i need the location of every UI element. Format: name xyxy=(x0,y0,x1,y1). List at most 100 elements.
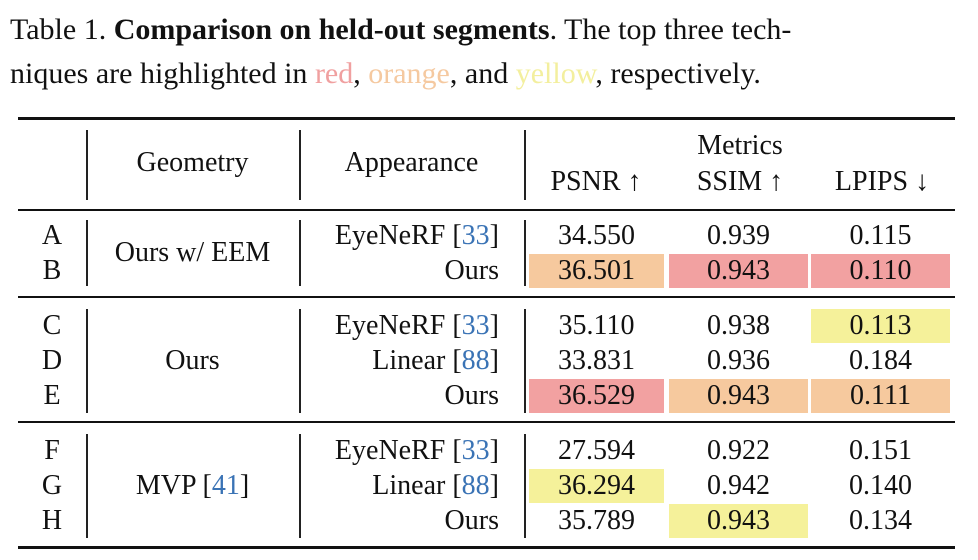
row-id: G xyxy=(41,470,63,501)
row-id: H xyxy=(41,505,63,536)
row-ssim: 0.938 xyxy=(707,310,770,341)
caption-and: , and xyxy=(449,57,516,90)
group1-vrule-1 xyxy=(86,220,88,286)
appearance-text: Ours xyxy=(444,505,499,536)
appearance-text: Linear [ xyxy=(372,470,462,501)
caption-line2-start: niques are highlighted in xyxy=(10,57,315,90)
caption-orange-word: orange xyxy=(368,57,450,90)
row-psnr: 34.550 xyxy=(558,220,635,251)
row-appearance: EyeNeRF [33] xyxy=(299,309,499,343)
group1-vrule-3 xyxy=(524,220,526,286)
table-bottom-rule xyxy=(18,546,955,549)
header-lpips: LPIPS ↓ xyxy=(834,166,930,197)
row-ssim: 0.939 xyxy=(707,220,770,251)
appearance-ref: 33 xyxy=(461,310,490,341)
appearance-text: EyeNeRF [ xyxy=(334,435,462,466)
appearance-close: ] xyxy=(489,310,499,341)
row-psnr: 27.594 xyxy=(558,435,635,466)
row-lpips: 0.111 xyxy=(850,380,911,411)
row-lpips: 0.134 xyxy=(849,505,912,536)
group-geometry-3: MVP [41] xyxy=(86,469,299,503)
highlight-psnr-b xyxy=(529,254,664,288)
group-geometry-2: Ours xyxy=(165,345,220,376)
appearance-ref: 33 xyxy=(461,435,490,466)
group3-vrule-3 xyxy=(524,434,526,538)
row-ssim: 0.936 xyxy=(707,345,770,376)
group-geometry-3-close: ] xyxy=(239,470,250,501)
group2-vrule-1 xyxy=(86,309,88,413)
row-ssim: 0.943 xyxy=(707,380,770,411)
appearance-ref: 88 xyxy=(461,470,490,501)
header-appearance: Appearance xyxy=(344,147,479,178)
appearance-text: Ours xyxy=(444,255,499,286)
row-id: D xyxy=(41,345,63,376)
row-ssim: 0.942 xyxy=(707,470,770,501)
appearance-close: ] xyxy=(489,345,499,376)
highlight-ssim-h xyxy=(669,504,808,538)
caption-comma: , xyxy=(353,57,369,90)
header-metrics: Metrics xyxy=(697,130,783,161)
highlight-psnr-e xyxy=(529,379,664,413)
group-geometry-1: Ours w/ EEM xyxy=(114,237,271,268)
row-appearance: Linear [88] xyxy=(299,344,499,378)
row-psnr: 35.110 xyxy=(558,310,635,341)
highlight-lpips-b xyxy=(811,254,950,288)
group-rule-2 xyxy=(18,421,955,423)
header-vrule-3 xyxy=(524,130,526,200)
table-top-rule xyxy=(18,117,955,120)
row-id: F xyxy=(44,435,60,466)
row-id: E xyxy=(43,380,61,411)
caption-yellow-word: yellow xyxy=(515,57,596,90)
appearance-text: Linear [ xyxy=(372,345,462,376)
group2-vrule-3 xyxy=(524,309,526,413)
row-appearance: Ours xyxy=(299,254,499,288)
highlight-ssim-e xyxy=(669,379,808,413)
highlight-lpips-e xyxy=(811,379,950,413)
row-id: C xyxy=(42,310,62,341)
group-geometry-3-text: MVP [ xyxy=(135,470,212,501)
appearance-text: EyeNeRF [ xyxy=(334,220,462,251)
row-appearance: Ours xyxy=(299,504,499,538)
row-psnr: 36.501 xyxy=(558,255,635,286)
highlight-ssim-b xyxy=(669,254,808,288)
row-id: A xyxy=(41,220,63,251)
group-geometry-3-ref: 41 xyxy=(211,470,240,501)
row-appearance: EyeNeRF [33] xyxy=(299,219,499,253)
appearance-text: EyeNeRF [ xyxy=(334,310,462,341)
caption-prefix: Table 1. xyxy=(10,13,107,46)
row-lpips: 0.115 xyxy=(849,220,912,251)
row-ssim: 0.943 xyxy=(707,255,770,286)
group3-vrule-2 xyxy=(299,434,301,538)
appearance-close: ] xyxy=(489,470,499,501)
row-ssim: 0.943 xyxy=(707,505,770,536)
row-lpips: 0.140 xyxy=(849,470,912,501)
group1-vrule-2 xyxy=(299,220,301,286)
caption-line1-rest: . The top three tech- xyxy=(549,13,792,46)
row-psnr: 36.529 xyxy=(558,380,635,411)
row-lpips: 0.184 xyxy=(849,345,912,376)
row-ssim: 0.922 xyxy=(707,435,770,466)
appearance-ref: 33 xyxy=(461,220,490,251)
row-appearance: Linear [88] xyxy=(299,469,499,503)
appearance-close: ] xyxy=(489,435,499,466)
group2-vrule-2 xyxy=(299,309,301,413)
table-caption: Table 1. Comparison on held-out segments… xyxy=(10,8,960,96)
highlight-lpips-c xyxy=(811,309,950,343)
row-appearance: EyeNeRF [33] xyxy=(299,434,499,468)
row-lpips: 0.113 xyxy=(849,310,912,341)
highlight-psnr-g xyxy=(529,469,664,503)
row-id: B xyxy=(42,255,62,286)
caption-end: , respectively. xyxy=(595,57,761,90)
header-geometry: Geometry xyxy=(136,147,249,178)
header-ssim: SSIM ↑ xyxy=(696,166,784,197)
row-psnr: 36.294 xyxy=(558,470,635,501)
header-rule xyxy=(18,209,955,211)
group3-vrule-1 xyxy=(86,434,88,538)
row-lpips: 0.110 xyxy=(849,255,912,286)
header-vrule-2 xyxy=(299,130,301,200)
header-vrule-1 xyxy=(86,130,88,200)
appearance-ref: 88 xyxy=(461,345,490,376)
caption-title: Comparison on held-out segments xyxy=(113,13,550,46)
caption-red-word: red xyxy=(314,57,354,90)
